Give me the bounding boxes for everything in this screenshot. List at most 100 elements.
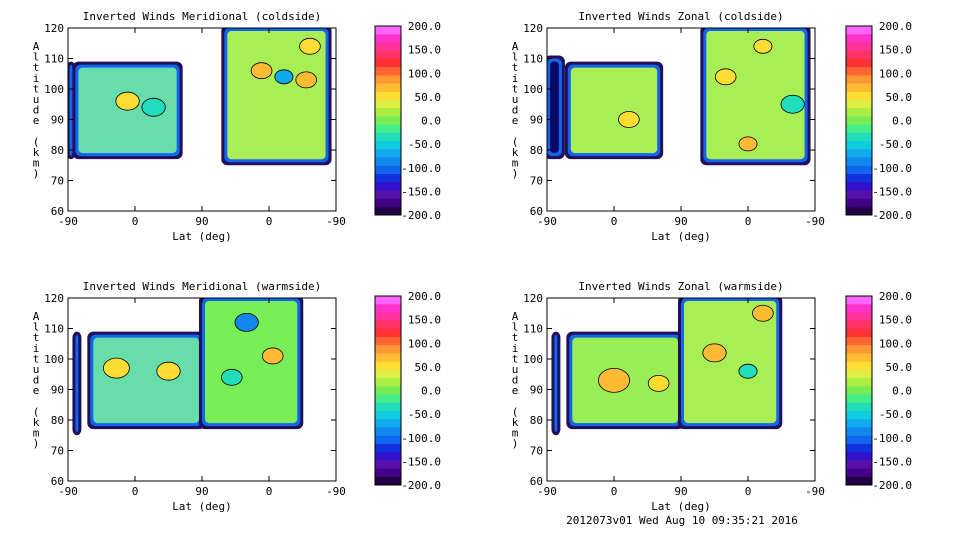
colorbar-label: -150.0 (872, 185, 912, 198)
data-contour-spot (261, 347, 284, 365)
x-tick-label: 0 (266, 485, 273, 498)
chart-title: Inverted Winds Zonal (coldside) (578, 10, 783, 23)
colorbar-swatch (375, 83, 401, 93)
colorbar-swatch (375, 452, 401, 461)
y-tick-label: 90 (51, 384, 64, 397)
colorbar-label: -50.0 (879, 408, 912, 421)
colorbar-swatch (375, 378, 401, 387)
chart-panel-1: 60 70 80 90 100 110 120 -90 0 90 0 -90 Inverted Wind… (33, 10, 441, 243)
colorbar-swatch (375, 42, 401, 52)
data-block (205, 301, 298, 424)
colorbar-swatch (846, 67, 872, 76)
data-block (706, 31, 805, 160)
colorbar-label: 0.0 (892, 115, 912, 128)
colorbar-swatch (375, 337, 401, 346)
colorbar-swatch (846, 296, 872, 305)
colorbar-swatch (375, 141, 401, 150)
colorbar-swatch (375, 190, 401, 200)
y-tick-label: 110 (44, 53, 64, 66)
colorbar-label: -100.0 (872, 162, 912, 175)
y-tick-label: 80 (51, 414, 64, 427)
x-tick-label: 90 (195, 485, 208, 498)
y-tick-label: 70 (51, 175, 64, 188)
x-tick-label: 0 (611, 215, 618, 228)
colorbar-swatch (846, 141, 872, 150)
data-contour-spot (156, 361, 181, 381)
data-contour-spot (299, 37, 321, 55)
colorbar-swatch (846, 468, 872, 478)
colorbar-swatch (846, 411, 872, 420)
colorbar-swatch (846, 452, 872, 461)
colorbar-label: 200.0 (408, 20, 441, 33)
colorbar-swatch (846, 443, 872, 453)
colorbar-swatch (846, 402, 872, 412)
y-tick-label: 120 (44, 22, 64, 35)
colorbar-swatch (846, 165, 872, 175)
colorbar-swatch (375, 312, 401, 322)
colorbar-swatch (846, 206, 872, 216)
y-tick-label: 80 (530, 414, 543, 427)
colorbar-label: -200.0 (401, 479, 441, 492)
y-tick-label: 70 (530, 445, 543, 458)
x-tick-label: 0 (611, 485, 618, 498)
y-tick-label: 60 (530, 205, 543, 218)
x-tick-label: 90 (195, 215, 208, 228)
data-contour-spot (102, 357, 130, 379)
colorbar-swatch (846, 157, 872, 167)
colorbar-swatch (846, 304, 872, 313)
chart-title: Inverted Winds Meridional (warmside) (83, 280, 321, 293)
chart-panel-4: 60 70 80 90 100 110 120 -90 0 90 0 -90 Inverted Wind… (512, 280, 912, 513)
colorbar-swatch (375, 165, 401, 175)
y-tick-label: 80 (51, 144, 64, 157)
colorbar-swatch (846, 320, 872, 330)
x-tick-label: -90 (805, 215, 825, 228)
x-tick-label: -90 (326, 485, 346, 498)
y-tick-label: 60 (51, 205, 64, 218)
colorbar-swatch (375, 99, 401, 109)
colorbar-swatch (375, 468, 401, 478)
colorbar-swatch (846, 435, 872, 445)
chart-panel-2: 60 70 80 90 100 110 120 -90 0 90 0 -90 Inverted Wind… (512, 10, 912, 243)
y-tick-label: 90 (530, 114, 543, 127)
colorbar-swatch (846, 132, 872, 142)
colorbar-swatch (375, 206, 401, 216)
data-contour-spot (295, 71, 318, 89)
data-block-border (69, 64, 73, 157)
colorbar-swatch (375, 460, 401, 470)
data-contour-spot (115, 91, 140, 111)
colorbar-swatch (375, 443, 401, 453)
colorbar-swatch (375, 182, 401, 191)
y-tick-label: 110 (44, 323, 64, 336)
colorbar-label: 200.0 (408, 290, 441, 303)
x-axis-label: Lat (deg) (651, 500, 711, 513)
colorbar-label: -150.0 (872, 455, 912, 468)
y-tick-label: 80 (530, 144, 543, 157)
colorbar-swatch (375, 320, 401, 330)
data-block (93, 337, 199, 424)
colorbar-swatch (846, 58, 872, 68)
colorbar-label: 100.0 (879, 337, 912, 350)
x-tick-label: -90 (537, 215, 557, 228)
x-tick-label: 90 (674, 215, 687, 228)
colorbar-label: 150.0 (408, 44, 441, 57)
chart-title: Inverted Winds Meridional (coldside) (83, 10, 321, 23)
data-contour-spot (598, 367, 631, 393)
colorbar-label: -100.0 (401, 432, 441, 445)
colorbar-frame (845, 295, 873, 486)
data-block (684, 301, 777, 424)
colorbar-swatch (846, 345, 872, 355)
colorbar-swatch (375, 402, 401, 412)
data-contour-spot (753, 38, 773, 54)
colorbar-swatch (375, 427, 401, 437)
colorbar: 200.0 150.0 100.0 50.0 0.0 -50.0 -100.0 -150.0 -… (374, 290, 441, 492)
colorbar-swatch (375, 116, 401, 126)
y-tick-label: 100 (44, 83, 64, 96)
colorbar-swatch (846, 26, 872, 35)
colorbar: 200.0 150.0 100.0 50.0 0.0 -50.0 -100.0 -150.0 -… (845, 20, 912, 222)
data-block-border (75, 334, 79, 433)
colorbar-swatch (846, 476, 872, 486)
colorbar-swatch (375, 75, 401, 85)
colorbar-label: -50.0 (408, 138, 441, 151)
